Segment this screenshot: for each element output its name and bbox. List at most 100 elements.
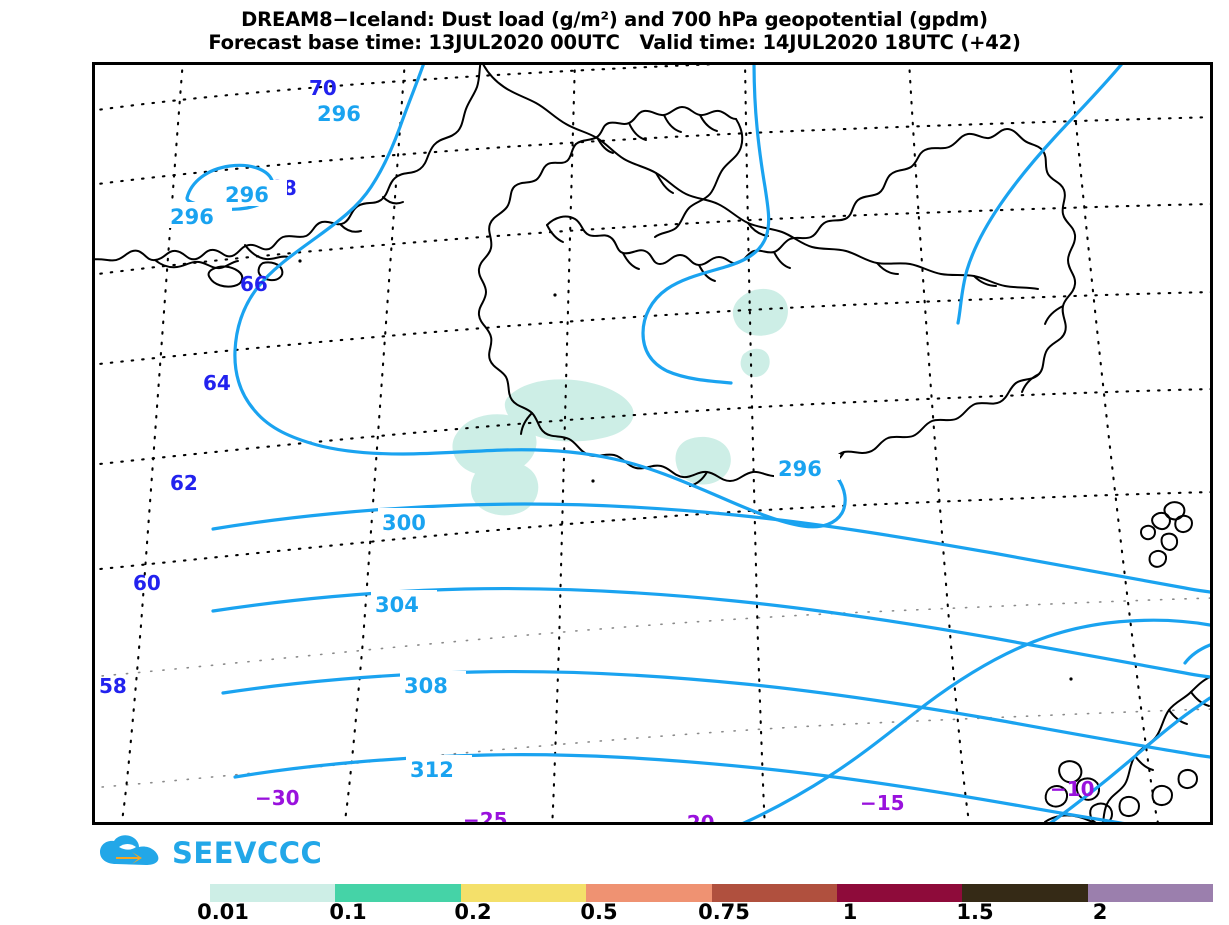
contour-label-296-b: 296 xyxy=(221,180,287,207)
latitude-label-62: 62 xyxy=(170,471,198,495)
contour-label-layer: 296 296 296 296 300 xyxy=(166,99,840,782)
longitude-label-minus10: −10 xyxy=(1050,777,1095,801)
latitude-line-60 xyxy=(95,491,1210,571)
contour-label-text: 300 xyxy=(382,511,426,535)
title-line-times: Forecast base time: 13JUL2020 00UTC Vali… xyxy=(208,31,1021,54)
colorbar-tick: 0.75 xyxy=(698,900,750,924)
latitude-label-64: 64 xyxy=(203,371,231,395)
latitude-label-70: 70 xyxy=(309,76,337,100)
dust-load-fill-layer xyxy=(452,288,788,516)
longitude-label-layer: −30 −25 −20 −15 −10 xyxy=(255,777,1095,822)
latitude-label-58: 58 xyxy=(99,674,127,698)
colorbar-bands xyxy=(210,884,1213,902)
coastline-iceland-wf-detail1 xyxy=(596,136,614,154)
coastline-faroe-5 xyxy=(1160,532,1179,551)
colorbar-band xyxy=(586,884,712,902)
colorbar-tick: 0.5 xyxy=(580,900,618,924)
colorbar-band xyxy=(962,884,1088,902)
contour-296-greenland xyxy=(233,65,847,529)
coastline-greenland-ne-detail-4 xyxy=(973,275,997,287)
contour-label-text: 296 xyxy=(170,205,214,229)
contour-label-text: 304 xyxy=(375,593,419,617)
map-canvas[interactable]: 70 68 66 64 62 60 58 −30 −25 −20 −15 −10 xyxy=(95,65,1210,822)
contour-label-304: 304 xyxy=(371,590,437,617)
latitude-label-60: 60 xyxy=(133,571,161,595)
longitude-line-15 xyxy=(908,65,971,822)
coastline-greenland-inlet-2 xyxy=(244,244,289,261)
islet-dot xyxy=(553,293,557,297)
coastline-greenland-ne-detail xyxy=(655,172,674,194)
map-frame[interactable]: 70 68 66 64 62 60 58 −30 −25 −20 −15 −10 xyxy=(92,62,1213,825)
latitude-line-58 xyxy=(95,597,1210,678)
latitude-line-62 xyxy=(95,388,1210,466)
colorbar-tick: 0.1 xyxy=(329,900,367,924)
colorbar-tick: 0.2 xyxy=(454,900,492,924)
colorbar-tick: 1 xyxy=(842,900,858,924)
colorbar-band xyxy=(711,884,837,902)
colorbar-band xyxy=(460,884,587,902)
graticule-latitude-layer xyxy=(95,65,1210,571)
coastline-greenland-fjord xyxy=(340,224,362,233)
dust-patch xyxy=(470,460,539,516)
colorbar-tick: 1.5 xyxy=(956,900,994,924)
page-title: DREAM8−Iceland: Dust load (g/m²) and 700… xyxy=(0,8,1229,54)
coastline-hebrides-5 xyxy=(1118,796,1140,817)
contour-296-iceland xyxy=(641,65,771,385)
colorbar-band xyxy=(1087,884,1213,902)
coastline-iceland-wf-connect xyxy=(654,118,744,238)
dust-load-colorbar[interactable]: 0.01 0.1 0.2 0.5 0.75 1 1.5 2 xyxy=(197,884,1213,924)
coastline-iceland-sw-detail xyxy=(520,412,533,435)
contour-label-text: 296 xyxy=(778,457,822,481)
seevccc-logo[interactable]: SEEVCCC xyxy=(98,832,322,874)
coastline-iceland-nw-detail xyxy=(546,224,564,243)
dust-patch xyxy=(675,436,731,485)
dust-patch xyxy=(452,414,537,476)
islet-dot xyxy=(591,479,595,483)
contour-label-296-a: 296 xyxy=(313,99,379,126)
coastline-greenland-ne xyxy=(482,65,1039,290)
coastline-iceland-wf-detail2 xyxy=(628,122,647,141)
latitude-line-66 xyxy=(95,203,1210,276)
coastline-faroe-1 xyxy=(1151,511,1171,531)
longitude-label-minus15: −15 xyxy=(860,791,905,815)
coastline-layer xyxy=(95,65,1210,822)
coastline-iceland-n-detail3 xyxy=(773,251,791,269)
contour-se-branch-2 xyxy=(1049,696,1210,822)
latitude-label-66: 66 xyxy=(240,272,268,296)
coastline-hebrides-4 xyxy=(1089,802,1113,822)
contour-se-branch-3 xyxy=(1183,643,1210,665)
coastline-scotland-detail3 xyxy=(1134,755,1154,771)
coastline-greenland-island xyxy=(207,265,244,288)
longitude-line-35 xyxy=(120,65,184,822)
coastline-iceland-e-detail2 xyxy=(1021,373,1040,393)
coastline-iceland-n-detail1 xyxy=(622,252,640,270)
colorbar-band xyxy=(210,884,336,902)
coastline-hebrides-3 xyxy=(1044,785,1069,808)
coastline-hebrides-6 xyxy=(1151,785,1173,806)
coastline-iceland-westfjords xyxy=(575,106,737,145)
latitude-line-68 xyxy=(95,116,1210,186)
coastline-iceland-wf-detail4 xyxy=(699,114,718,132)
longitude-label-minus30: −30 xyxy=(255,786,300,810)
coastline-hebrides-1 xyxy=(1058,760,1083,784)
coastline-scotland-detail2 xyxy=(1168,709,1188,725)
contour-label-296-d: 296 xyxy=(774,454,840,481)
latitude-line-70 xyxy=(95,65,719,112)
colorbar-tick-labels: 0.01 0.1 0.2 0.5 0.75 1 1.5 2 xyxy=(197,900,1213,924)
graticule-latitude-faint-layer xyxy=(95,597,1210,789)
coastline-iceland-wf-detail3 xyxy=(663,114,682,133)
contour-se-branch-1 xyxy=(742,618,1210,822)
contour-label-296-c: 296 xyxy=(166,202,232,229)
cloud-arrow-icon xyxy=(100,835,159,865)
graticule-longitude-layer xyxy=(120,65,1159,822)
contour-label-text: 296 xyxy=(317,102,361,126)
contour-label-text: 296 xyxy=(225,183,269,207)
contour-label-308: 308 xyxy=(400,671,466,698)
longitude-line-10 xyxy=(1069,65,1159,822)
latitude-line-64 xyxy=(95,291,1210,366)
coastline-faroe-3 xyxy=(1174,514,1193,533)
colorbar-band xyxy=(836,884,963,902)
latitude-line-56 xyxy=(95,708,1210,789)
dust-patch xyxy=(504,379,634,442)
